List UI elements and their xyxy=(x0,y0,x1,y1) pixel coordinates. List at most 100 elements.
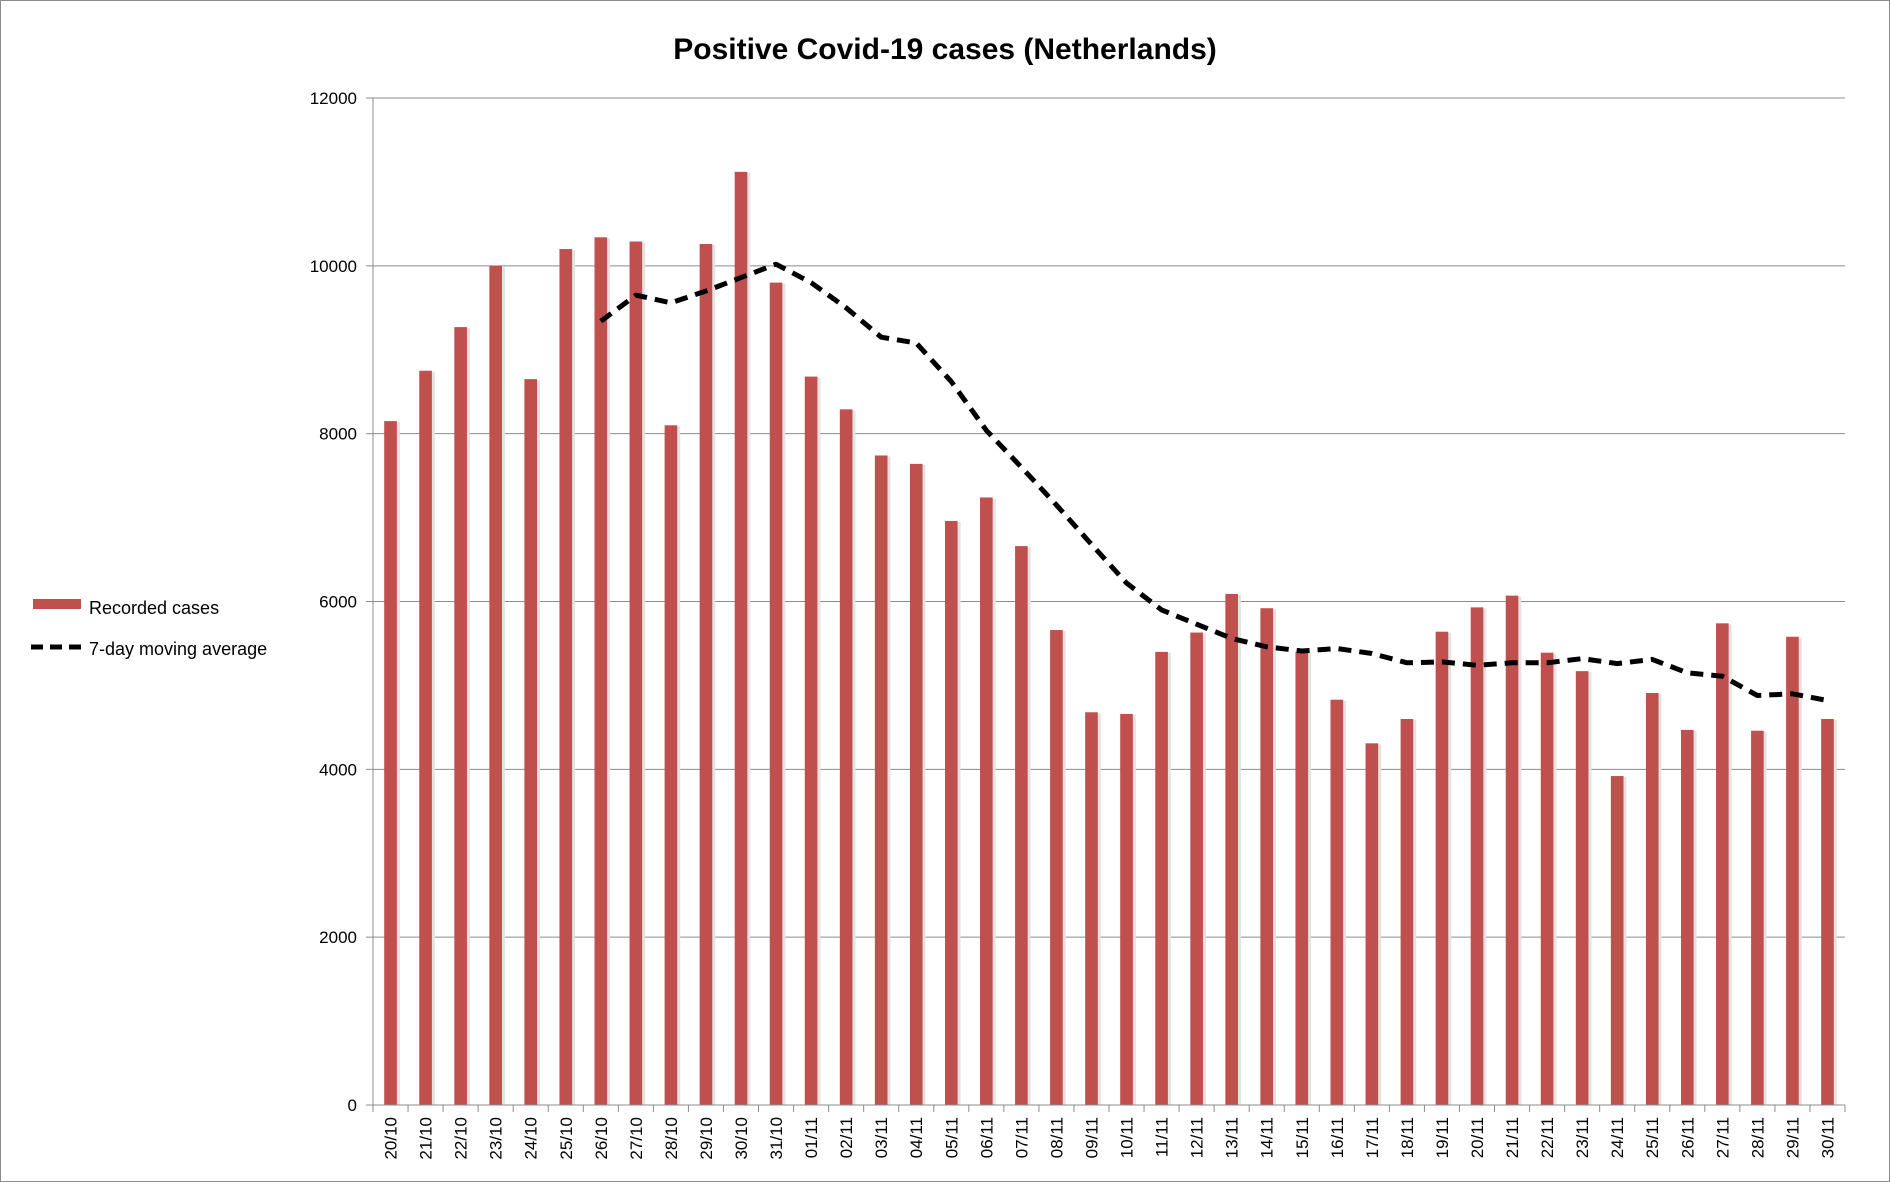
y-axis-ticks: 0 2000 4000 6000 8000 10000 12000 xyxy=(310,89,373,1115)
x-tick-label: 27/10 xyxy=(627,1117,646,1160)
x-tick-label: 04/11 xyxy=(907,1117,926,1158)
bar-recorded-cases xyxy=(944,520,958,1105)
y-tick-label: 4000 xyxy=(319,760,357,779)
x-tick-label: 22/10 xyxy=(452,1117,471,1160)
bar-recorded-cases xyxy=(980,497,993,1105)
x-tick-label: 21/10 xyxy=(417,1117,436,1160)
bar-recorded-cases xyxy=(524,379,538,1105)
x-tick-label: 31/10 xyxy=(767,1117,786,1160)
bar-recorded-cases xyxy=(1821,718,1834,1105)
x-tick-label: 26/11 xyxy=(1678,1117,1697,1158)
x-tick-label: 24/11 xyxy=(1608,1117,1627,1158)
x-tick-label: 12/11 xyxy=(1188,1117,1207,1158)
bar-recorded-cases xyxy=(1786,636,1799,1105)
bar-recorded-cases xyxy=(874,455,888,1105)
bar-recorded-cases xyxy=(769,282,783,1105)
bar-recorded-cases xyxy=(559,249,573,1106)
bar-recorded-cases xyxy=(1751,730,1764,1105)
bar-recorded-cases xyxy=(1120,713,1133,1105)
bar-series xyxy=(384,171,1837,1106)
x-tick-label: 20/10 xyxy=(382,1117,401,1160)
bar-recorded-cases xyxy=(1330,699,1344,1105)
bar-recorded-cases xyxy=(839,409,853,1106)
bar-recorded-cases xyxy=(1470,607,1484,1105)
x-tick-label: 26/10 xyxy=(592,1117,611,1160)
x-tick-label: 15/11 xyxy=(1293,1117,1312,1158)
bar-recorded-cases xyxy=(1155,651,1168,1105)
y-tick-label: 10000 xyxy=(310,257,357,276)
bar-recorded-cases xyxy=(1575,671,1589,1105)
bar-recorded-cases xyxy=(1716,623,1729,1105)
bar-recorded-cases xyxy=(1435,631,1449,1105)
legend-label-moving-average: 7-day moving average xyxy=(89,639,267,659)
bar-recorded-cases xyxy=(1400,718,1414,1105)
x-tick-label: 08/11 xyxy=(1047,1117,1066,1158)
bar-recorded-cases xyxy=(734,171,748,1105)
x-tick-label: 01/11 xyxy=(802,1117,821,1158)
y-tick-label: 2000 xyxy=(319,928,357,947)
x-tick-label: 07/11 xyxy=(1012,1117,1031,1158)
legend: Recorded cases 7-day moving average xyxy=(31,598,267,659)
bar-recorded-cases xyxy=(1050,630,1063,1105)
x-tick-label: 30/10 xyxy=(732,1117,751,1160)
x-tick-label: 14/11 xyxy=(1258,1117,1277,1158)
bar-recorded-cases xyxy=(1540,652,1554,1105)
bar-recorded-cases xyxy=(1085,712,1098,1105)
x-tick-label: 10/11 xyxy=(1118,1117,1137,1158)
x-tick-label: 25/11 xyxy=(1643,1117,1662,1158)
x-tick-label: 03/11 xyxy=(872,1117,891,1158)
x-tick-label: 30/11 xyxy=(1819,1117,1838,1158)
x-tick-label: 17/11 xyxy=(1363,1117,1382,1158)
x-tick-label: 29/10 xyxy=(697,1117,716,1160)
x-tick-label: 22/11 xyxy=(1538,1117,1557,1158)
bar-recorded-cases xyxy=(384,421,397,1105)
y-tick-label: 0 xyxy=(348,1096,357,1115)
x-tick-label: 29/11 xyxy=(1783,1117,1802,1158)
x-tick-label: 18/11 xyxy=(1398,1117,1417,1158)
y-tick-label: 8000 xyxy=(319,425,357,444)
x-tick-label: 23/10 xyxy=(487,1117,506,1160)
y-tick-label: 12000 xyxy=(310,89,357,108)
x-tick-label: 11/11 xyxy=(1153,1117,1172,1157)
bar-recorded-cases xyxy=(1260,608,1274,1105)
x-tick-label: 21/11 xyxy=(1503,1117,1522,1158)
x-tick-label: 19/11 xyxy=(1433,1117,1452,1158)
x-tick-label: 25/10 xyxy=(557,1117,576,1160)
legend-swatch-recorded-cases xyxy=(33,599,81,609)
bar-recorded-cases xyxy=(1365,743,1379,1105)
x-tick-label: 09/11 xyxy=(1083,1117,1102,1158)
bar-recorded-cases xyxy=(699,244,713,1105)
x-tick-label: 06/11 xyxy=(977,1117,996,1158)
bar-recorded-cases xyxy=(909,463,923,1105)
bar-recorded-cases xyxy=(419,370,432,1106)
x-tick-label: 24/10 xyxy=(522,1117,541,1160)
bar-recorded-cases xyxy=(664,425,678,1105)
bar-recorded-cases xyxy=(1225,593,1238,1105)
legend-label-recorded-cases: Recorded cases xyxy=(89,598,219,618)
x-tick-label: 20/11 xyxy=(1468,1117,1487,1158)
bar-recorded-cases xyxy=(454,327,467,1105)
bar-recorded-cases xyxy=(1610,776,1624,1105)
x-tick-label: 23/11 xyxy=(1573,1117,1592,1158)
bar-recorded-cases xyxy=(1015,546,1028,1105)
bar-recorded-cases xyxy=(804,376,818,1105)
x-tick-label: 13/11 xyxy=(1223,1117,1242,1158)
bar-recorded-cases xyxy=(1680,729,1694,1105)
gridlines xyxy=(373,97,1845,938)
bar-recorded-cases xyxy=(1190,632,1203,1105)
chart-title: Positive Covid-19 cases (Netherlands) xyxy=(673,33,1217,66)
bar-recorded-cases xyxy=(1295,651,1309,1105)
x-tick-label: 27/11 xyxy=(1713,1117,1732,1158)
bar-recorded-cases xyxy=(489,265,502,1105)
x-tick-label: 05/11 xyxy=(942,1117,961,1158)
x-tick-label: 16/11 xyxy=(1328,1117,1347,1158)
bar-recorded-cases xyxy=(1505,595,1519,1105)
x-axis-ticks: 20/10 21/10 22/10 23/10 24/10 25/10 26/10 27/10… xyxy=(372,1105,1846,1160)
x-tick-label: 28/11 xyxy=(1748,1117,1767,1158)
x-tick-label: 28/10 xyxy=(662,1117,681,1160)
y-tick-label: 6000 xyxy=(319,593,357,612)
bar-recorded-cases xyxy=(629,241,643,1105)
bar-recorded-cases xyxy=(1645,692,1659,1105)
